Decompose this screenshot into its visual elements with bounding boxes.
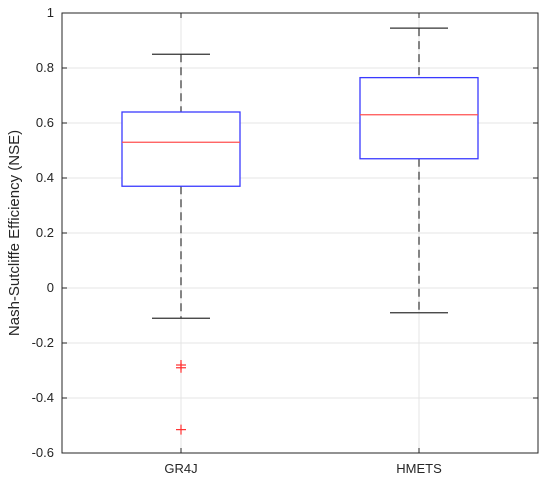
box-gr4j [121,53,241,435]
y-axis-label: Nash-Sutcliffe Efficiency (NSE) [6,130,23,336]
x-tick-label: HMETS [396,461,442,476]
y-tick-label: 0.8 [36,60,54,75]
outlier-marker [176,424,186,435]
y-tick-label: 0 [47,280,54,295]
y-tick-label: -0.4 [32,390,54,405]
y-tick-label: 0.4 [36,170,54,185]
outlier-marker [176,362,186,373]
x-tick-label: GR4J [164,461,197,476]
y-tick-label: -0.2 [32,335,54,350]
box-hmets [359,27,479,314]
y-tick-label: 0.2 [36,225,54,240]
tick-layer: -0.6 -0.4 -0.2 0 0.2 0.4 0.6 0.8 1 GR4J HMETS [32,5,538,476]
iqr-box [359,76,479,160]
boxes-layer [121,27,479,435]
y-tick-label: 0.6 [36,115,54,130]
y-tick-label: 1 [47,5,54,20]
y-tick-label: -0.6 [32,445,54,460]
plot-area-frame [61,12,539,454]
iqr-box [121,111,241,187]
